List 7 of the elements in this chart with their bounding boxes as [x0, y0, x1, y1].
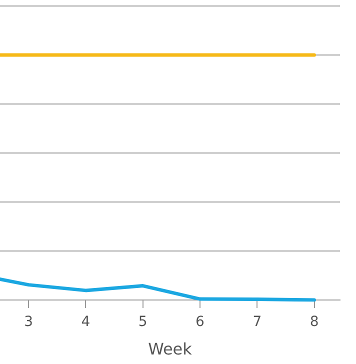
x-tick-label: 5 — [138, 314, 148, 330]
x-tick-label: 8 — [310, 314, 319, 330]
x-tick-label: 6 — [196, 314, 205, 330]
x-tick-label: 4 — [81, 314, 90, 330]
x-axis-title: Week — [148, 340, 193, 359]
x-tick-label: 3 — [24, 314, 34, 330]
x-tick-label: 7 — [252, 314, 262, 330]
